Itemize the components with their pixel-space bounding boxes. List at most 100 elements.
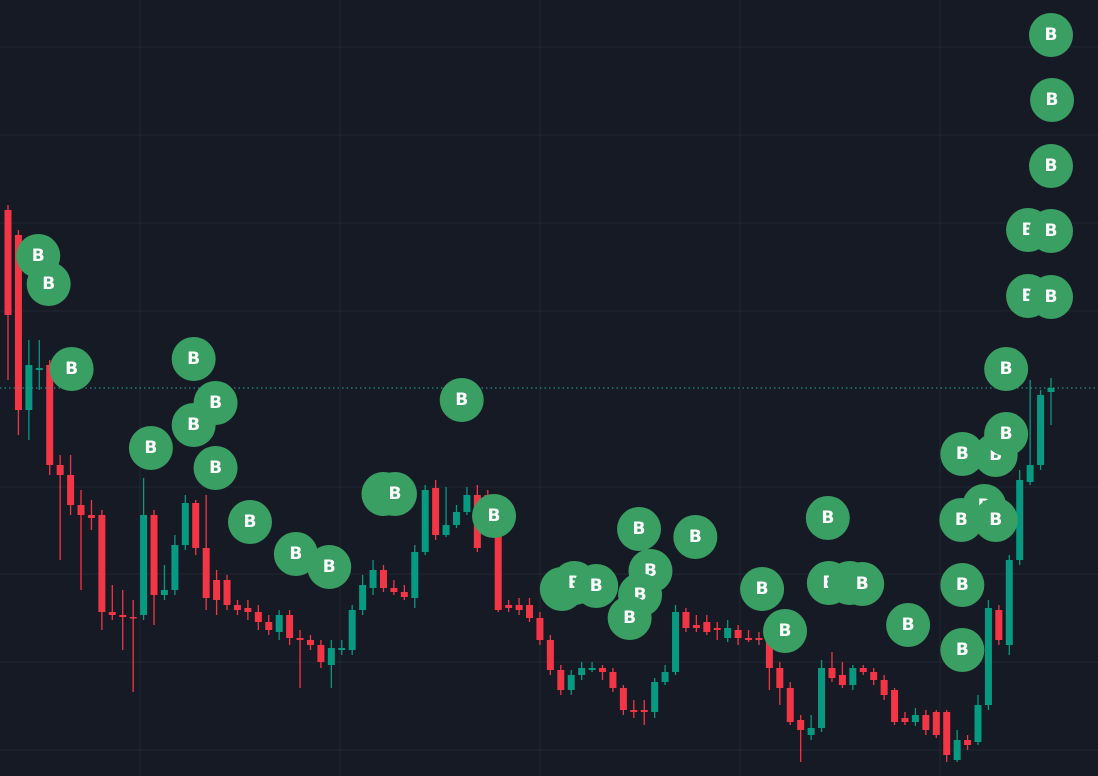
candle-body [233, 605, 241, 610]
candle-body [275, 615, 283, 632]
candle-body [609, 672, 617, 688]
candle-body [46, 365, 54, 465]
candle-body [213, 580, 221, 600]
buy-marker [171, 337, 216, 381]
buy-marker-label: B [623, 608, 636, 628]
candle-body [98, 515, 106, 612]
candle-body [619, 688, 627, 710]
candle-body [922, 715, 930, 730]
candle-body [25, 365, 33, 410]
buy-marker-label: B [955, 510, 968, 530]
candle-body [891, 690, 899, 722]
candle-body [296, 638, 304, 640]
candle-body [901, 718, 909, 722]
buy-marker [193, 446, 238, 490]
buy-marker [273, 532, 318, 576]
candle-body [755, 638, 763, 640]
candle-body [724, 628, 732, 638]
buy-marker-label: B [187, 349, 200, 369]
candle-body [630, 710, 638, 712]
buy-marker [617, 507, 662, 551]
candle-body [87, 515, 95, 518]
candle-body [849, 668, 857, 685]
buy-marker-label: B [187, 415, 200, 435]
candle-body [421, 490, 429, 552]
candle-body [160, 590, 168, 595]
buy-marker [1029, 144, 1073, 188]
buy-marker-label: B [689, 527, 702, 547]
candle-body [348, 610, 356, 650]
candle-body [4, 210, 12, 315]
buy-marker [171, 403, 216, 447]
buy-marker-label: B [289, 544, 302, 564]
buy-marker-label: B [756, 579, 769, 599]
buy-marker-label: B [633, 519, 646, 539]
buy-marker-label: B [821, 508, 834, 528]
buy-marker [984, 412, 1029, 456]
buy-marker [439, 378, 484, 422]
candle-body [306, 640, 314, 645]
candle-body [379, 570, 387, 588]
buy-marker [574, 564, 619, 608]
buy-marker-label: B [1045, 221, 1058, 241]
candle-body [557, 670, 565, 690]
candle-body [432, 488, 440, 535]
candle-body [77, 505, 85, 515]
candle-body [588, 668, 596, 670]
candle-body [494, 510, 502, 610]
buy-marker-label: B [243, 512, 256, 532]
candle-body [734, 630, 742, 638]
candle-body [327, 648, 335, 665]
candle-body [369, 570, 377, 588]
candle-body [1026, 465, 1034, 482]
candle-body [692, 625, 700, 628]
candle-body [838, 675, 846, 685]
candle-body [359, 585, 367, 610]
buy-marker [1029, 275, 1073, 319]
candle-body [56, 465, 64, 475]
buy-marker-label: B [956, 575, 969, 595]
candle-body [703, 622, 711, 632]
buy-marker [763, 609, 808, 653]
candle-body [505, 605, 513, 608]
candle-body [599, 668, 607, 672]
candle-body [859, 668, 867, 672]
buy-marker-label: B [323, 557, 336, 577]
candle-body [797, 720, 805, 730]
candle-body [995, 610, 1003, 640]
buy-marker-label: B [32, 246, 45, 266]
candle-body [515, 605, 523, 610]
buy-marker-label: B [902, 615, 915, 635]
buy-marker [227, 500, 272, 544]
buy-marker-label: B [488, 506, 501, 526]
candle-body [786, 688, 794, 722]
candles [4, 205, 1055, 762]
buy-marker [1029, 209, 1073, 253]
candle-body [108, 612, 116, 615]
candle-body [640, 710, 648, 712]
buy-marker-label: B [590, 576, 603, 596]
buy-marker-label: B [209, 393, 222, 413]
candle-body [223, 580, 231, 605]
candle-body [390, 588, 398, 592]
buy-marker [1029, 13, 1073, 57]
buy-marker-label: B [42, 274, 55, 294]
buy-marker-label: B [1045, 156, 1058, 176]
buy-marker-label: B [455, 390, 468, 410]
candle-body [411, 552, 419, 598]
candle-body [661, 672, 669, 682]
buy-marker-label: B [956, 444, 969, 464]
candle-body [807, 728, 815, 735]
candle-body [286, 615, 294, 638]
candle-body [171, 545, 179, 590]
buy-marker-label: B [1045, 287, 1058, 307]
candle-body [974, 705, 982, 742]
candle-body [713, 628, 721, 630]
buy-marker [973, 498, 1018, 542]
candle-body [672, 612, 680, 672]
candle-body [192, 503, 200, 548]
candle-body [202, 548, 210, 598]
buy-marker-label: B [956, 640, 969, 660]
